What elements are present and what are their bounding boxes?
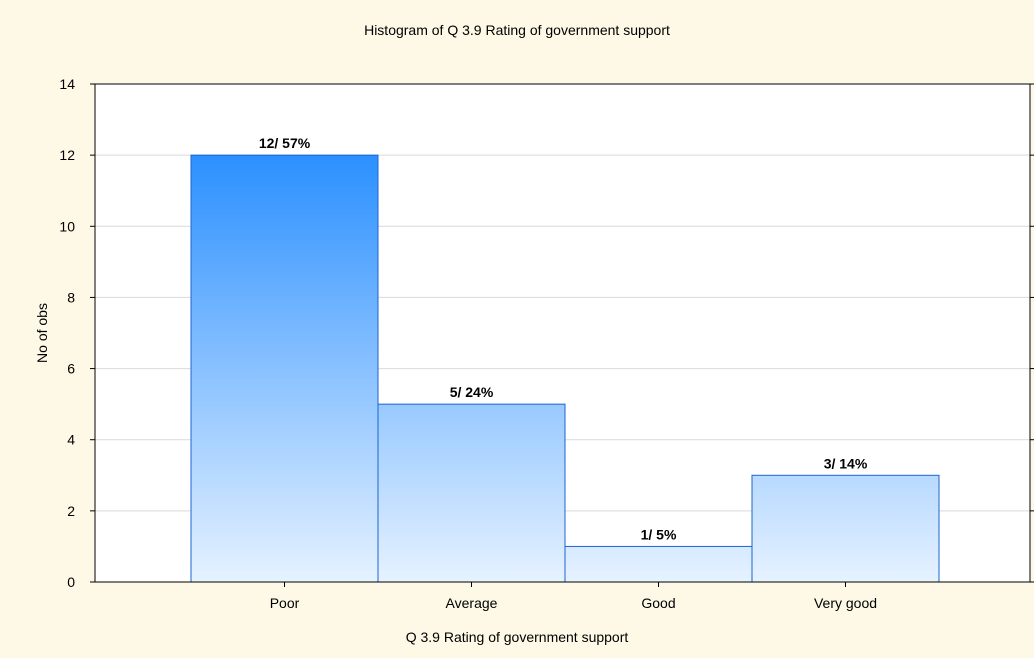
bar-very-good <box>751 474 940 583</box>
y-tick-label: 14 <box>59 76 75 92</box>
y-tick-label: 2 <box>67 503 75 519</box>
data-label: 12/ 57% <box>259 135 311 151</box>
plot-frame <box>94 83 1031 583</box>
x-category-label: Good <box>641 595 675 611</box>
x-category-label: Poor <box>270 595 300 611</box>
y-tick-label: 10 <box>59 218 75 234</box>
y-tick-label: 0 <box>67 574 75 590</box>
y-tick-label: 6 <box>67 361 75 377</box>
y-axis-ticks: 0 2 4 6 8 10 12 14 <box>59 76 1034 590</box>
y-tick-label: 4 <box>67 432 75 448</box>
x-category-label: Average <box>446 595 498 611</box>
chart-title: Histogram of Q 3.9 Rating of government … <box>364 22 670 38</box>
y-axis-label: No of obs <box>34 303 50 363</box>
data-labels: 12/ 57% 5/ 24% 1/ 5% 3/ 14% <box>259 135 868 542</box>
data-label: 3/ 14% <box>824 455 868 471</box>
x-axis-category-labels: Poor Average Good Very good <box>270 582 877 611</box>
y-tick-label: 12 <box>59 147 75 163</box>
x-category-label: Very good <box>814 595 877 611</box>
data-label: 1/ 5% <box>641 526 677 542</box>
bars <box>190 154 940 583</box>
y-tick-label: 8 <box>67 289 75 305</box>
bar-average <box>377 403 566 583</box>
data-label: 5/ 24% <box>450 384 494 400</box>
bar-good <box>564 545 753 583</box>
x-axis-label: Q 3.9 Rating of government support <box>406 629 629 645</box>
bar-poor <box>190 154 379 583</box>
